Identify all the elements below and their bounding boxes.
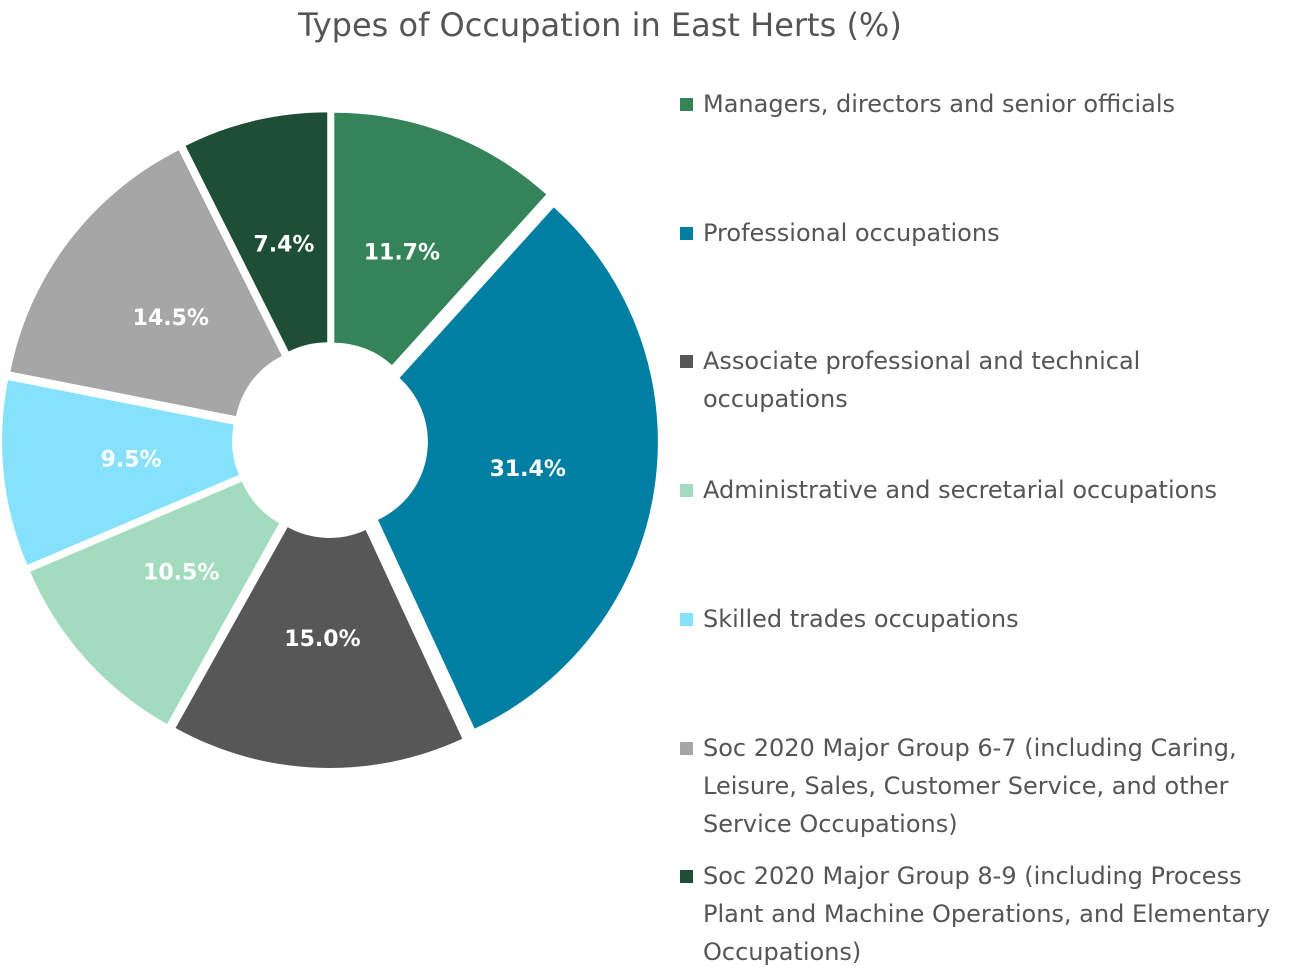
legend-item: Associate professional and technical occ… — [680, 342, 1280, 418]
data-label: 31.4% — [490, 457, 566, 482]
legend-label: Professional occupations — [703, 219, 1000, 247]
data-label: 10.5% — [143, 561, 219, 586]
data-label: 14.5% — [133, 306, 209, 331]
legend-item: Administrative and secretarial occupatio… — [680, 471, 1280, 509]
legend-label: Managers, directors and senior officials — [703, 90, 1175, 118]
legend-label: Administrative and secretarial occupatio… — [703, 476, 1218, 504]
slice — [334, 112, 547, 366]
data-label: 11.7% — [364, 240, 440, 265]
slice — [2, 380, 239, 565]
legend-label: Soc 2020 Major Group 8-9 (including Proc… — [703, 862, 1271, 966]
legend-label: Skilled trades occupations — [703, 605, 1019, 633]
legend-swatch — [680, 613, 693, 626]
data-label: 15.0% — [284, 627, 360, 652]
slice — [175, 527, 463, 768]
slice — [30, 481, 280, 724]
data-label: 9.5% — [101, 448, 162, 473]
legend-swatch — [680, 355, 693, 368]
legend-swatch — [680, 742, 693, 755]
legend-label: Associate professional and technical occ… — [703, 347, 1141, 413]
legend-item: Skilled trades occupations — [680, 600, 1280, 638]
slice — [10, 150, 282, 417]
legend-swatch — [680, 98, 693, 111]
chart-title: Types of Occupation in East Herts (%) — [297, 6, 902, 44]
slice — [185, 112, 328, 352]
legend-item: Soc 2020 Major Group 8-9 (including Proc… — [680, 857, 1280, 968]
data-label: 7.4% — [253, 232, 314, 257]
legend-item: Soc 2020 Major Group 6-7 (including Cari… — [680, 729, 1280, 843]
slice — [377, 207, 658, 729]
legend-item: Professional occupations — [680, 214, 1280, 252]
legend-item: Managers, directors and senior officials — [680, 85, 1280, 123]
legend-swatch — [680, 227, 693, 240]
legend-swatch — [680, 870, 693, 883]
legend-swatch — [680, 484, 693, 497]
legend-label: Soc 2020 Major Group 6-7 (including Cari… — [703, 734, 1237, 838]
